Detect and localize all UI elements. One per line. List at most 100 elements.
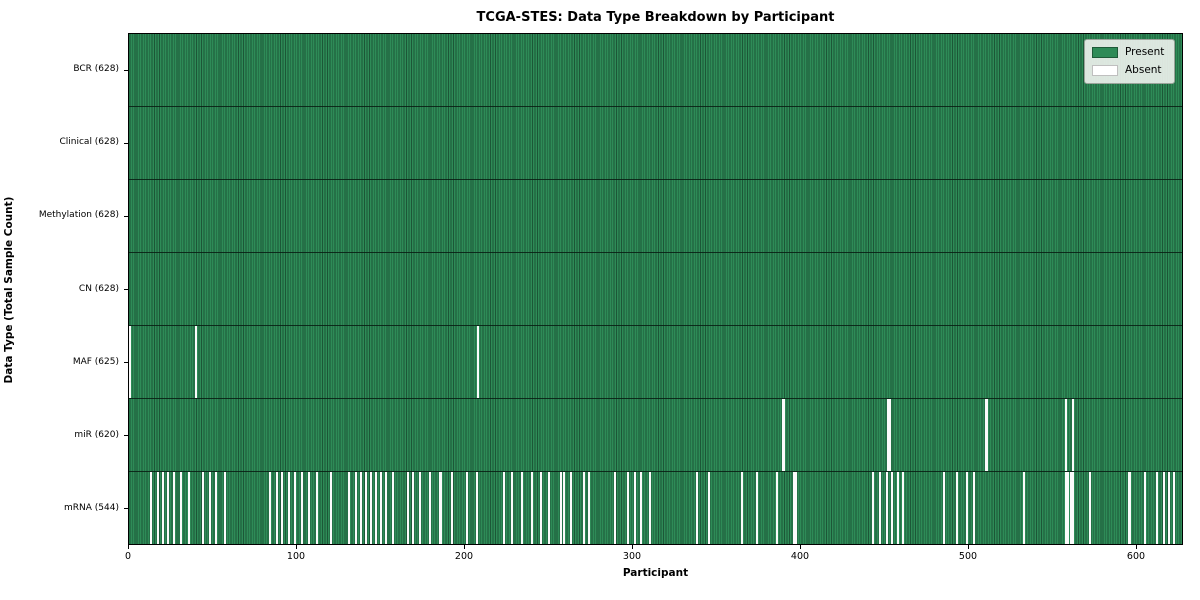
ytick-mark	[124, 142, 128, 144]
xtick-mark	[1136, 545, 1137, 549]
absent-mark	[269, 472, 272, 544]
absent-mark	[559, 472, 562, 544]
legend: Present Absent	[1084, 39, 1176, 84]
absent-mark	[633, 472, 636, 544]
absent-mark	[201, 472, 204, 544]
absent-mark	[411, 472, 414, 544]
ytick-label-Methylation: Methylation (628)	[38, 210, 119, 221]
heatmap-plot-area	[128, 33, 1183, 545]
ytick-mark	[124, 69, 128, 71]
absent-mark	[973, 472, 975, 544]
absent-mark	[287, 472, 290, 544]
absent-mark	[1162, 472, 1165, 544]
absent-mark	[418, 472, 421, 544]
xtick-mark	[968, 545, 969, 549]
ytick-label-Clinical: Clinical (628)	[59, 137, 119, 148]
ytick-label-BCR: BCR (628)	[73, 64, 119, 75]
absent-mark	[1144, 472, 1147, 544]
absent-mark	[348, 472, 351, 544]
absent-mark	[741, 472, 744, 544]
absent-mark	[440, 472, 443, 544]
absent-mark	[406, 472, 409, 544]
xtick-label: 400	[790, 551, 810, 562]
ytick-mark	[124, 508, 128, 510]
absent-mark	[984, 399, 987, 471]
absent-mark	[294, 472, 297, 544]
absent-mark	[374, 472, 377, 544]
absent-mark	[477, 326, 480, 398]
absent-mark	[547, 472, 550, 544]
heatmap-row-BCR	[129, 34, 1182, 107]
xtick-mark	[296, 545, 297, 549]
absent-mark	[180, 472, 183, 544]
absent-mark	[275, 472, 278, 544]
absent-mark	[166, 472, 169, 544]
heatmap-row-miR	[129, 399, 1182, 472]
absent-mark	[776, 472, 779, 544]
absent-mark	[195, 326, 198, 398]
absent-mark	[1070, 472, 1073, 544]
chart-title: TCGA-STES: Data Type Breakdown by Partic…	[476, 10, 835, 25]
absent-mark	[539, 472, 542, 544]
legend-entry-absent: Absent	[1092, 64, 1164, 77]
absent-mark	[569, 472, 572, 544]
xtick-mark	[800, 545, 801, 549]
absent-mark	[942, 472, 945, 544]
xtick-label: 600	[1126, 551, 1146, 562]
ytick-label-CN: CN (628)	[78, 283, 119, 294]
absent-mark	[511, 472, 514, 544]
legend-swatch-present-icon	[1092, 47, 1118, 58]
absent-mark	[1072, 472, 1075, 544]
ytick-mark	[124, 362, 128, 364]
ytick-mark	[124, 435, 128, 437]
xtick-mark	[128, 545, 129, 549]
absent-mark	[129, 326, 131, 398]
heatmap-row-MAF	[129, 326, 1182, 399]
xtick-label: 300	[622, 551, 642, 562]
absent-mark	[354, 472, 357, 544]
absent-mark	[223, 472, 226, 544]
absent-mark	[391, 472, 394, 544]
absent-mark	[161, 472, 164, 544]
absent-mark	[793, 472, 796, 544]
xtick-label: 500	[958, 551, 978, 562]
absent-mark	[156, 472, 159, 544]
legend-label-present: Present	[1125, 46, 1165, 58]
absent-mark	[890, 472, 893, 544]
absent-mark	[902, 472, 905, 544]
absent-mark	[613, 472, 616, 544]
xtick-label: 200	[454, 551, 474, 562]
ytick-mark	[124, 289, 128, 290]
ytick-mark	[124, 215, 128, 217]
xtick-mark	[632, 545, 633, 549]
heatmap-row-mRNA	[129, 472, 1182, 544]
absent-mark	[215, 472, 218, 544]
heatmap-row-Clinical	[129, 107, 1182, 180]
legend-entry-present: Present	[1092, 46, 1164, 59]
absent-mark	[475, 472, 478, 544]
absent-mark	[359, 472, 362, 544]
absent-mark	[385, 472, 388, 544]
ytick-label-MAF: MAF (625)	[72, 356, 119, 367]
absent-mark	[438, 472, 441, 544]
heatmap-row-Methylation	[129, 180, 1182, 253]
absent-mark	[588, 472, 591, 544]
absent-mark	[1023, 472, 1026, 544]
absent-mark	[897, 472, 900, 544]
legend-swatch-absent-icon	[1092, 65, 1118, 76]
absent-mark	[966, 472, 969, 544]
absent-mark	[563, 472, 566, 544]
absent-mark	[583, 472, 586, 544]
absent-mark	[521, 472, 524, 544]
absent-mark	[1065, 399, 1068, 471]
absent-mark	[301, 472, 304, 544]
absent-mark	[369, 472, 372, 544]
absent-mark	[1067, 472, 1070, 544]
ytick-label-mRNA: mRNA (544)	[64, 502, 119, 513]
absent-mark	[887, 399, 890, 471]
absent-mark	[307, 472, 310, 544]
absent-mark	[502, 472, 505, 544]
absent-mark	[781, 399, 784, 471]
absent-mark	[885, 472, 888, 544]
xtick-label: 100	[286, 551, 306, 562]
